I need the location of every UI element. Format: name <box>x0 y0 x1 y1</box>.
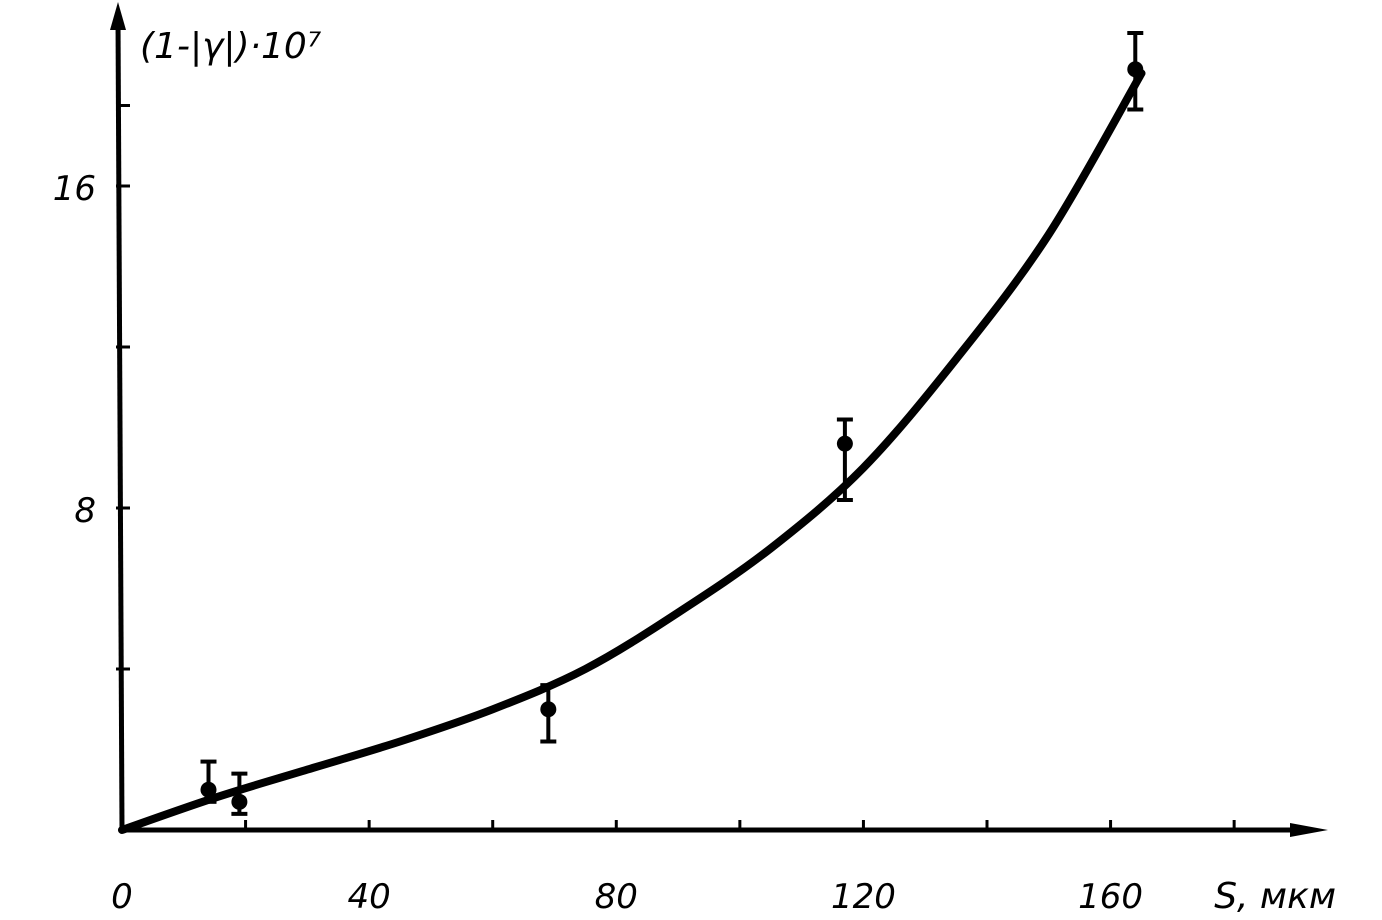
y-tick-label: 8 <box>74 491 96 531</box>
tick-labels: 0 40 80 120 160 8 16 <box>53 169 1143 917</box>
y-axis-title: (1-|γ|)·10⁷ <box>140 26 322 67</box>
axes <box>110 2 1328 837</box>
x-tick-label: 40 <box>348 877 391 917</box>
y-axis-line <box>115 17 125 831</box>
data-point <box>1127 31 1144 112</box>
data-point <box>200 759 217 804</box>
data-point <box>540 683 557 744</box>
data-points <box>200 31 1144 816</box>
point-marker <box>231 793 248 810</box>
x-tick-label: 0 <box>111 877 133 917</box>
fit-curve <box>118 69 1146 834</box>
point-marker <box>540 701 557 718</box>
point-marker <box>1127 61 1144 78</box>
ticks <box>116 104 1236 830</box>
x-axis-title: S, мкм <box>1214 876 1336 917</box>
point-marker <box>200 781 217 798</box>
y-tick-label: 16 <box>53 169 96 209</box>
x-tick-label: 160 <box>1078 877 1143 917</box>
data-point <box>836 417 853 502</box>
y-axis-arrow <box>110 2 126 30</box>
x-tick-label: 120 <box>831 877 896 917</box>
x-tick-label: 80 <box>595 877 638 917</box>
point-marker <box>836 435 853 452</box>
x-axis-arrow <box>1290 823 1328 837</box>
data-point <box>231 771 248 816</box>
